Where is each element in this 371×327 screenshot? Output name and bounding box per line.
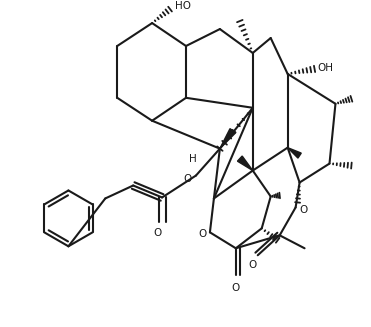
Text: HO: HO (175, 1, 191, 11)
Text: O: O (300, 205, 308, 215)
Text: H: H (189, 154, 197, 164)
Text: O: O (249, 260, 257, 270)
Text: O: O (232, 283, 240, 293)
Polygon shape (237, 156, 253, 171)
Polygon shape (220, 129, 236, 149)
Text: O: O (153, 228, 161, 238)
Text: O: O (199, 229, 207, 239)
Text: OH: OH (318, 63, 334, 73)
Polygon shape (288, 147, 301, 158)
Text: O: O (184, 174, 192, 183)
